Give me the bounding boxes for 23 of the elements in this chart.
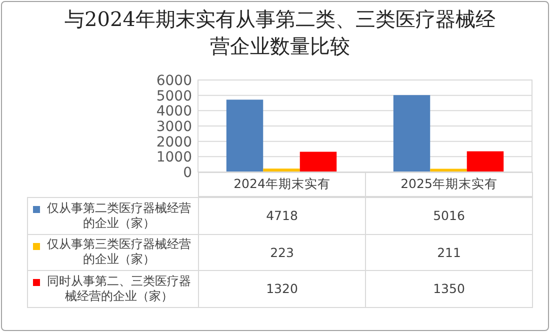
bar [393,95,430,172]
bar [226,100,264,172]
y-tick-label: 4000 [156,104,192,120]
chart-title: 与2024年期末实有从事第二类、三类医疗器械经营企业数量比较 [64,6,496,60]
data-label: 211 [365,234,533,271]
y-tick-label: 6000 [156,73,192,89]
data-label: 4718 [198,197,366,234]
data-label: 1350 [365,270,533,308]
data-label: 5016 [365,197,533,234]
legend-label: 仅从事第二类医疗器械经营的企业（家） [46,200,192,231]
bar [466,151,504,172]
y-tick-label: 3000 [156,119,192,135]
bar [300,152,337,172]
y-tick-label: 1000 [156,150,192,166]
legend-label: 同时从事第二、三类医疗器械经营的企业（家） [46,274,192,304]
data-label: 1320 [198,270,366,308]
y-tick-label: 5000 [156,88,192,104]
y-tick-label: 0 [183,165,192,181]
legend-label: 仅从事第三类医疗器械经营的企业（家） [46,237,192,268]
x-tick-label: 2025年期末实有 [365,172,533,197]
data-label: 223 [198,234,366,271]
y-tick-label: 2000 [156,134,192,150]
x-tick-label: 2024年期末实有 [198,172,366,197]
